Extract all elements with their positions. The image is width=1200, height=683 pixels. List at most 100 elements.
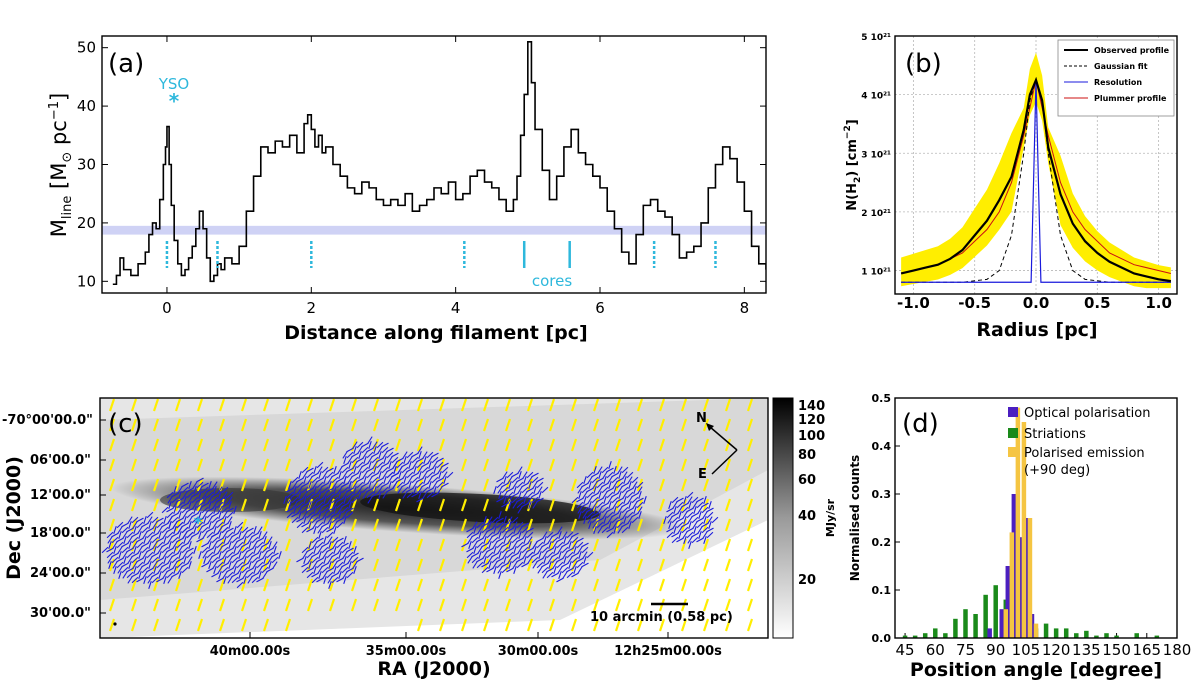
blue-vector [427, 456, 433, 464]
blue-vector [171, 552, 179, 558]
colorbar-tick-20: 20 [798, 573, 816, 588]
blue-vector [161, 522, 169, 528]
yellow-vector [262, 618, 270, 632]
blue-vector [223, 496, 227, 504]
blue-vector [503, 556, 507, 564]
blue-vector [327, 556, 333, 564]
blue-vector [433, 486, 437, 494]
blue-vector [372, 461, 378, 469]
blue-vector [506, 551, 514, 559]
blue-vector [212, 521, 218, 529]
blue-vector [131, 572, 139, 578]
blue-vector [341, 486, 349, 494]
blue-vector [461, 542, 469, 548]
blue-vector [561, 566, 569, 574]
legend-plummer: Plummer profile [1094, 94, 1167, 103]
blue-vector [466, 527, 474, 533]
blue-vector [341, 462, 349, 468]
blue-vector [376, 441, 384, 449]
striations-bar [1114, 635, 1119, 638]
blue-vector [348, 481, 352, 489]
blue-vector [331, 552, 339, 558]
blue-vector [407, 476, 413, 484]
blue-vector [111, 556, 119, 564]
blue-vector [221, 546, 229, 554]
blue-vector [342, 491, 348, 499]
blue-vector [226, 547, 234, 553]
blue-vector [602, 491, 608, 499]
blue-vector [606, 507, 614, 513]
yellow-vector [394, 478, 402, 492]
blue-vector [373, 466, 377, 474]
blue-vector [413, 466, 417, 474]
blue-vector [291, 516, 299, 524]
blue-vector [558, 571, 562, 579]
blue-vector [496, 477, 504, 483]
blue-vector [117, 566, 123, 574]
colorbar-tick-140: 140 [798, 399, 825, 414]
blue-vector [213, 526, 217, 534]
yellow-vector [504, 438, 512, 452]
yellow-vector [702, 558, 710, 572]
blue-vector [422, 471, 428, 479]
blue-vector [173, 566, 177, 574]
yellow-vector [240, 498, 248, 512]
blue-vector [381, 462, 389, 468]
blue-vector [477, 546, 483, 554]
blue-vector [546, 567, 554, 573]
blue-vector [198, 531, 202, 539]
blue-vector [666, 511, 674, 519]
blue-vector [612, 481, 618, 489]
yellow-vector [570, 458, 578, 472]
blue-vector [301, 466, 309, 474]
yellow-vector [196, 398, 204, 412]
yellow-vector [174, 398, 182, 412]
blue-vector [486, 531, 494, 539]
blue-vector [601, 466, 609, 474]
blue-vector [321, 466, 329, 474]
blue-vector [496, 557, 504, 563]
x-tick-label: 4 [451, 299, 461, 317]
y-tick-label: 50 [77, 39, 96, 57]
blue-vector [236, 577, 244, 583]
blue-vector [313, 526, 317, 534]
blue-vector [311, 476, 319, 484]
blue-vector [498, 571, 502, 579]
blue-vector [253, 546, 257, 554]
blue-vector [526, 491, 534, 499]
y-tick-label: 0.2 [872, 536, 892, 549]
blue-vector [498, 491, 502, 499]
ra-tick-0: 40m00.00s [210, 644, 291, 659]
y-tick-label: 0.3 [872, 488, 892, 501]
yellow-vector [262, 478, 270, 492]
blue-vector [297, 506, 303, 514]
blue-vector [178, 491, 182, 499]
blue-vector [352, 461, 358, 469]
yellow-vector [460, 598, 468, 612]
blue-vector [521, 526, 529, 534]
blue-vector [166, 547, 174, 553]
blue-vector [306, 487, 314, 493]
blue-vector [226, 571, 234, 579]
blue-vector [672, 521, 678, 529]
yellow-vector [394, 558, 402, 572]
blue-vector [298, 511, 302, 519]
blue-vector [532, 481, 538, 489]
yellow-vector [658, 398, 666, 412]
panel-b-legend: Observed profile Gaussian fit Resolution… [1057, 39, 1175, 117]
blue-vector [227, 516, 233, 524]
blue-vector [166, 507, 174, 513]
blue-vector [398, 471, 402, 479]
blue-vector [322, 471, 328, 479]
blue-vector [122, 551, 128, 559]
yellow-vector [570, 618, 578, 632]
yellow-vector [482, 478, 490, 492]
blue-vector [136, 537, 144, 543]
blue-vector [596, 477, 604, 483]
blue-vector [226, 507, 234, 513]
blue-vector [206, 491, 214, 499]
blue-vector [367, 496, 373, 504]
blue-vector [383, 476, 387, 484]
blue-vector [222, 551, 228, 559]
blue-vector [286, 487, 294, 493]
